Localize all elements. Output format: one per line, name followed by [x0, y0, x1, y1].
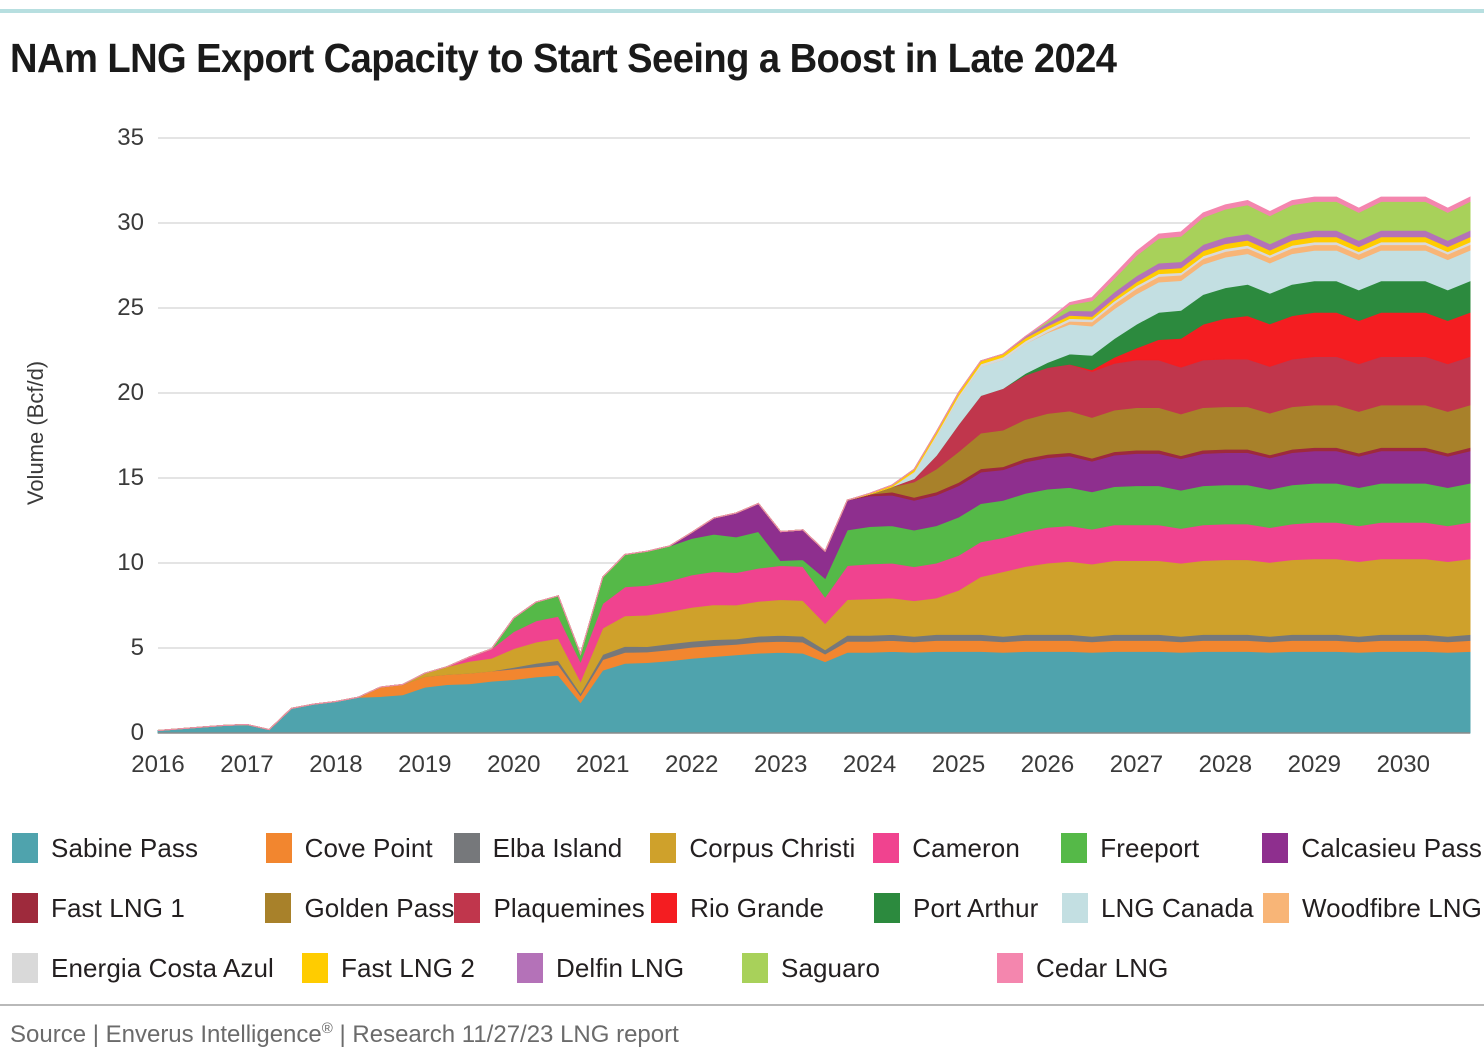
y-tick-5: 5: [130, 634, 144, 661]
legend-swatch-icon-fast-lng-1: [12, 893, 38, 923]
legend-item-rio-grande[interactable]: Rio Grande: [651, 893, 874, 924]
legend-swatch-icon-woodfibre-lng: [1262, 893, 1289, 923]
legend-label-energia-costa-azul: Energia Costa Azul: [51, 952, 274, 983]
legend-swatch-icon-cameron: [873, 833, 900, 863]
legend-item-freeport[interactable]: Freeport: [1061, 833, 1262, 864]
source-prefix: Source | Enverus Intelligence: [10, 1021, 322, 1048]
y-tick-20: 20: [117, 379, 144, 406]
legend-swatch-icon-corpus-christi: [650, 833, 677, 863]
legend-swatch-icon-delfin-lng: [517, 953, 543, 983]
legend-label-rio-grande: Rio Grande: [690, 892, 825, 923]
x-tick-2030: 2030: [1376, 751, 1430, 778]
legend-item-cedar-lng[interactable]: Cedar LNG: [997, 953, 1212, 984]
x-tick-2023: 2023: [753, 751, 808, 778]
stacked-area-plot: [157, 137, 1471, 734]
footer-rule: [0, 1004, 1484, 1006]
plot-area: Volume (Bcf/d) 0 5 10 15 20 25 30 35 2016 2017 20…: [0, 120, 1484, 800]
legend-label-plaquemines: Plaquemines: [493, 892, 645, 923]
y-tick-35: 35: [117, 124, 144, 151]
legend-row-3: Energia Costa Azul Fast LNG 2 Delfin LNG Sa…: [12, 938, 1482, 998]
legend-item-fast-lng-2[interactable]: Fast LNG 2: [302, 953, 517, 984]
legend-label-cedar-lng: Cedar LNG: [1036, 952, 1169, 983]
legend-item-cove-point[interactable]: Cove Point: [265, 832, 454, 864]
legend-item-plaquemines[interactable]: Plaquemines: [454, 893, 651, 924]
x-tick-2019: 2019: [398, 751, 452, 778]
legend-label-fast-lng-2: Fast LNG 2: [341, 952, 475, 983]
legend-item-cameron[interactable]: Cameron: [873, 833, 1061, 864]
legend-label-golden-pass: Golden Pass: [304, 892, 455, 923]
legend-label-calcasieu-pass: Calcasieu Pass: [1301, 832, 1482, 863]
y-tick-0: 0: [130, 719, 144, 746]
area-series-cedar-lng: [157, 196, 1471, 731]
legend-swatch-icon-plaquemines: [454, 893, 481, 923]
legend-label-delfin-lng: Delfin LNG: [556, 952, 685, 983]
legend-item-elba-island[interactable]: Elba Island: [453, 832, 651, 864]
legend-label-saguaro: Saguaro: [781, 952, 880, 983]
x-tick-2026: 2026: [1020, 751, 1075, 778]
legend-item-port-arthur[interactable]: Port Arthur: [874, 893, 1062, 924]
legend-swatch-icon-calcasieu-pass: [1262, 833, 1289, 863]
y-tick-25: 25: [117, 294, 144, 321]
legend-item-fast-lng-1[interactable]: Fast LNG 1: [12, 893, 265, 924]
legend-label-cameron: Cameron: [912, 832, 1020, 863]
legend-item-woodfibre-lng[interactable]: Woodfibre LNG: [1262, 892, 1482, 924]
x-tick-2017: 2017: [220, 751, 274, 778]
legend-swatch-icon-sabine-pass: [12, 833, 38, 863]
legend-item-energia-costa-azul[interactable]: Energia Costa Azul: [12, 953, 302, 984]
legend-swatch-icon-elba-island: [453, 833, 480, 863]
legend-swatch-icon-rio-grande: [651, 893, 678, 923]
x-tick-2024: 2024: [842, 751, 897, 778]
legend-swatch-icon-cove-point: [265, 833, 292, 863]
legend-swatch-icon-lng-canada: [1061, 893, 1088, 923]
legend-item-corpus-christi[interactable]: Corpus Christi: [650, 833, 873, 864]
legend-item-golden-pass[interactable]: Golden Pass: [265, 893, 454, 924]
x-tick-2020: 2020: [487, 751, 541, 778]
legend-swatch-icon-cedar-lng: [997, 953, 1023, 983]
legend-label-freeport: Freeport: [1100, 832, 1200, 863]
x-tick-2028: 2028: [1198, 751, 1253, 778]
source-suffix: | Research 11/27/23 LNG report: [332, 1021, 679, 1048]
area-series-sabine-pass: [157, 650, 1471, 734]
legend-item-saguaro[interactable]: Saguaro: [742, 953, 997, 984]
x-tick-2027: 2027: [1109, 751, 1164, 778]
x-tick-2018: 2018: [309, 751, 363, 778]
top-accent-rule: [0, 9, 1484, 13]
y-tick-30: 30: [117, 209, 144, 236]
legend-item-delfin-lng[interactable]: Delfin LNG: [517, 953, 742, 984]
source-note: Source | Enverus Intelligence® | Researc…: [10, 1020, 679, 1049]
y-tick-15: 15: [117, 464, 144, 491]
x-tick-2022: 2022: [664, 751, 719, 778]
chart-legend: Sabine Pass Cove Point Elba Island Corpus C…: [12, 818, 1482, 998]
legend-row-1: Sabine Pass Cove Point Elba Island Corpus C…: [12, 818, 1482, 878]
x-tick-2016: 2016: [131, 751, 185, 778]
legend-item-lng-canada[interactable]: LNG Canada: [1061, 892, 1263, 924]
x-tick-2025: 2025: [931, 751, 986, 778]
legend-swatch-icon-fast-lng-2: [302, 953, 328, 983]
registered-mark: ®: [321, 1020, 333, 1037]
y-tick-10: 10: [117, 549, 144, 576]
legend-label-corpus-christi: Corpus Christi: [689, 832, 856, 863]
legend-label-cove-point: Cove Point: [304, 832, 433, 863]
legend-label-lng-canada: LNG Canada: [1100, 892, 1254, 923]
legend-label-port-arthur: Port Arthur: [913, 892, 1039, 923]
legend-row-2: Fast LNG 1 Golden Pass Plaquemines Rio Gran…: [12, 878, 1482, 938]
legend-swatch-icon-golden-pass: [265, 893, 292, 923]
legend-label-sabine-pass: Sabine Pass: [51, 832, 199, 863]
legend-swatch-icon-energia-costa-azul: [12, 953, 38, 983]
page-title: NAm LNG Export Capacity to Start Seeing …: [10, 35, 1117, 81]
x-tick-2021: 2021: [576, 751, 630, 778]
legend-swatch-icon-freeport: [1061, 833, 1088, 863]
legend-swatch-icon-port-arthur: [874, 893, 901, 923]
legend-item-calcasieu-pass[interactable]: Calcasieu Pass: [1262, 833, 1482, 864]
legend-item-sabine-pass[interactable]: Sabine Pass: [12, 833, 266, 864]
legend-swatch-icon-saguaro: [742, 953, 768, 983]
legend-label-woodfibre-lng: Woodfibre LNG: [1301, 892, 1482, 923]
legend-label-elba-island: Elba Island: [492, 832, 623, 863]
legend-label-fast-lng-1: Fast LNG 1: [51, 892, 185, 923]
x-tick-2029: 2029: [1287, 751, 1342, 778]
